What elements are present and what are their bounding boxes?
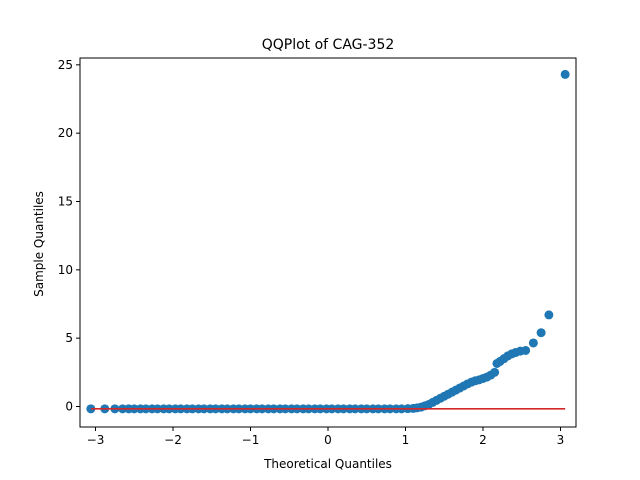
data-point: [521, 345, 531, 355]
y-tick-label: 20: [58, 126, 73, 140]
x-tick-label: −1: [242, 433, 260, 447]
y-tick-label: 0: [65, 400, 73, 414]
data-point: [528, 338, 538, 348]
x-tick-label: −3: [87, 433, 105, 447]
data-point: [560, 69, 570, 79]
x-axis-ticks: −3 −2 −1 0 1 2 3: [87, 427, 565, 447]
x-axis-label: Theoretical Quantiles: [263, 457, 392, 471]
y-tick-label: 10: [58, 263, 73, 277]
x-tick-label: 1: [402, 433, 410, 447]
y-axis-label: Sample Quantiles: [32, 191, 46, 297]
y-tick-label: 5: [65, 331, 73, 345]
y-tick-label: 15: [58, 195, 73, 209]
y-tick-label: 25: [58, 58, 73, 72]
chart-title: QQPlot of CAG-352: [262, 37, 395, 53]
x-tick-label: 3: [557, 433, 565, 447]
x-tick-label: 0: [324, 433, 332, 447]
data-point: [490, 367, 500, 377]
x-tick-label: 2: [479, 433, 487, 447]
x-tick-label: −2: [164, 433, 182, 447]
data-point: [544, 310, 554, 320]
data-point: [536, 328, 546, 338]
y-axis-ticks: 0 5 10 15 20 25: [58, 58, 80, 414]
